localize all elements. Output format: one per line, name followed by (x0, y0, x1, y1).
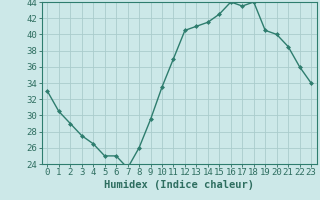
X-axis label: Humidex (Indice chaleur): Humidex (Indice chaleur) (104, 180, 254, 190)
